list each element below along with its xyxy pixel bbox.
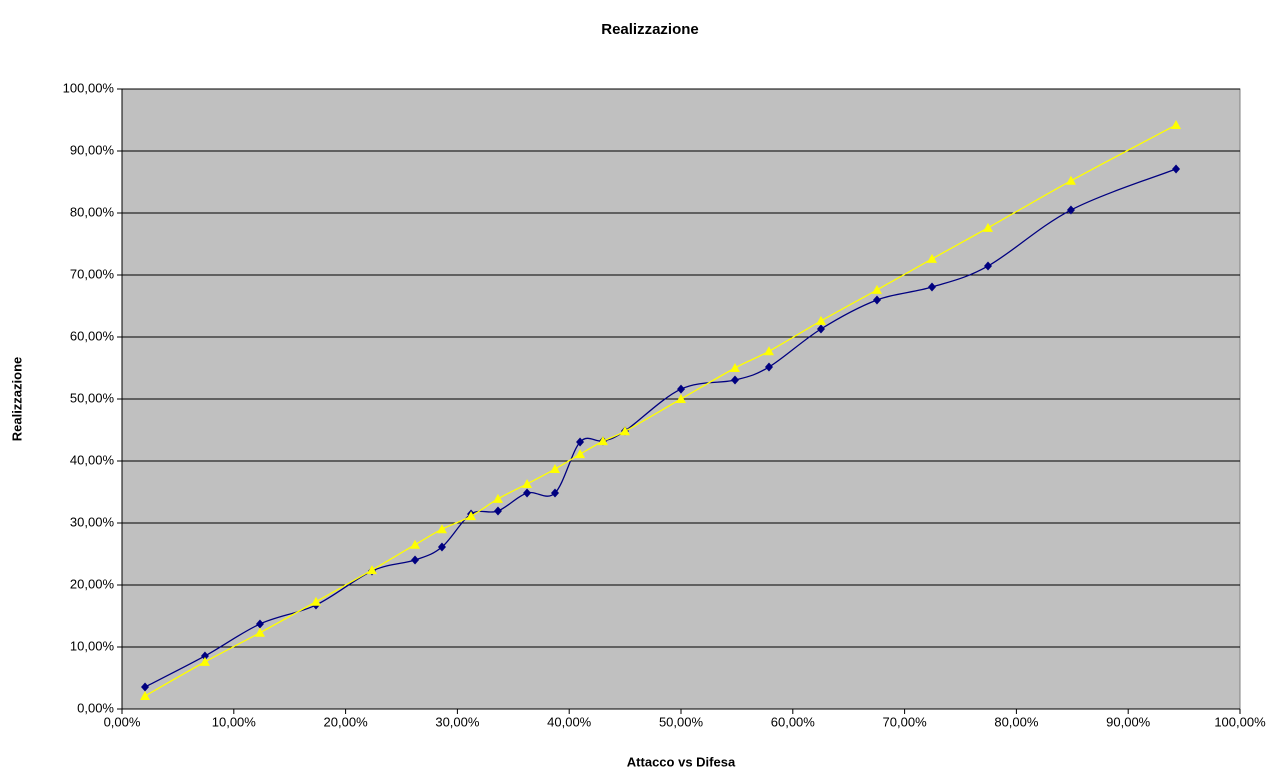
x-tick-label: 30,00% [435, 714, 480, 729]
y-axis-label: Realizzazione [9, 357, 24, 442]
point [550, 464, 561, 474]
point [493, 506, 502, 516]
y-tick-label: 50,00% [70, 390, 115, 405]
point [199, 656, 210, 666]
point [926, 253, 937, 263]
point [676, 394, 686, 403]
point [523, 488, 532, 498]
point [872, 295, 881, 305]
point [255, 619, 264, 629]
point [927, 282, 936, 292]
point [871, 284, 882, 294]
point [1172, 164, 1181, 174]
point [1171, 119, 1182, 129]
point [816, 324, 825, 334]
y-tick-label: 40,00% [70, 452, 115, 467]
x-tick-label: 90,00% [1106, 714, 1151, 729]
x-tick-label: 80,00% [994, 714, 1039, 729]
x-tick-label: 20,00% [324, 714, 369, 729]
point [575, 449, 586, 459]
y-tick-label: 90,00% [70, 142, 115, 157]
point [730, 375, 739, 385]
point [619, 426, 630, 436]
point [366, 565, 377, 575]
point [492, 493, 503, 503]
point [200, 651, 209, 661]
chart-title: Realizzazione [601, 21, 699, 38]
x-axis-label: Attacco vs Difesa [627, 754, 736, 769]
point [984, 261, 993, 271]
point [1065, 175, 1076, 185]
point [815, 315, 826, 325]
point [763, 346, 774, 356]
point [983, 222, 994, 232]
x-tick-label: 10,00% [212, 714, 257, 729]
x-tick-label: 40,00% [547, 714, 592, 729]
point [522, 478, 533, 488]
y-tick-label: 20,00% [70, 576, 115, 591]
point [411, 555, 420, 565]
point [1066, 205, 1075, 215]
point [140, 690, 151, 700]
y-tick-label: 70,00% [70, 266, 115, 281]
series-line [144, 124, 1177, 697]
point [597, 436, 608, 446]
point [764, 362, 773, 372]
x-tick-label: 100,00% [1214, 714, 1266, 729]
point [141, 682, 150, 692]
point [551, 488, 560, 498]
point [254, 627, 265, 637]
y-tick-label: 80,00% [70, 204, 115, 219]
x-tick-label: 70,00% [883, 714, 928, 729]
x-tick-label: 50,00% [659, 714, 704, 729]
series-line [144, 168, 1177, 688]
point [310, 596, 321, 606]
y-tick-label: 60,00% [70, 328, 115, 343]
x-tick-label: 0,00% [104, 714, 141, 729]
point [677, 384, 685, 394]
y-tick-label: 10,00% [70, 638, 115, 653]
point [436, 524, 447, 534]
point [729, 363, 740, 372]
point [410, 539, 421, 549]
y-tick-label: 0,00% [77, 700, 114, 715]
point [576, 437, 585, 447]
x-tick-label: 60,00% [771, 714, 816, 729]
point [437, 542, 446, 552]
point [466, 511, 477, 521]
y-tick-label: 30,00% [70, 514, 115, 529]
y-tick-label: 100,00% [63, 80, 115, 95]
